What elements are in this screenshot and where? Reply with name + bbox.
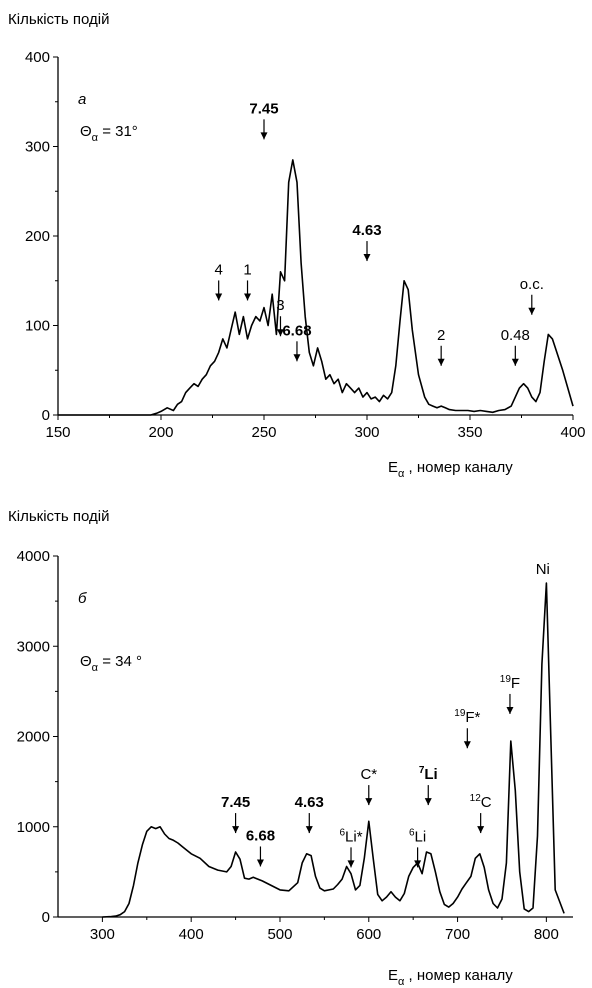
annotation-arrowhead — [511, 358, 519, 366]
x-tick-label: 400 — [560, 424, 585, 441]
x-tick-label: 250 — [251, 424, 276, 441]
panel-b: Кількість подій 0 1000 2000 3000 4000 300 400 50… — [8, 508, 573, 988]
y-tick-label: 100 — [25, 318, 50, 335]
y-tick-label: 0 — [42, 909, 50, 926]
peak-label: 19F* — [454, 708, 480, 726]
peak-label: 4.63 — [295, 794, 324, 811]
annotation-arrowhead — [305, 826, 313, 834]
annotation-arrowhead — [463, 741, 471, 749]
annotation-arrowhead — [276, 329, 284, 337]
annotation-arrowhead — [528, 307, 536, 315]
spectrum-line — [102, 582, 565, 918]
annotation-arrowhead — [424, 798, 432, 806]
panel-label: б — [78, 590, 87, 607]
peak-label: o.c. — [520, 276, 544, 293]
peak-label: 19F — [500, 674, 520, 692]
x-tick-label: 700 — [445, 926, 470, 943]
annotation-arrowhead — [414, 860, 422, 868]
y-tick-label: 300 — [25, 139, 50, 156]
y-axis-label: Кількість подій — [8, 508, 109, 525]
annotation-arrowhead — [215, 293, 223, 301]
x-tick-label: 400 — [179, 926, 204, 943]
x-tick-label: 300 — [90, 926, 115, 943]
peak-label: 6Li* — [339, 827, 362, 845]
peak-label: 7Li — [419, 765, 438, 783]
x-tick-label: 500 — [267, 926, 292, 943]
annotation-arrowhead — [437, 358, 445, 366]
peak-label: 7.45 — [249, 100, 278, 117]
x-tick-label: 200 — [148, 424, 173, 441]
y-axis-label: Кількість подій — [8, 11, 109, 28]
peak-label: 4 — [215, 261, 223, 278]
y-tick-label: 2000 — [17, 729, 50, 746]
annotation-arrowhead — [506, 706, 514, 714]
peak-label: 12C — [470, 793, 492, 811]
annotation-arrowhead — [365, 798, 373, 806]
peak-label: 0.48 — [501, 327, 530, 344]
y-tick-label: 400 — [25, 49, 50, 66]
y-tick-label: 0 — [42, 407, 50, 424]
annotation-arrowhead — [232, 826, 240, 834]
y-tick-label: 1000 — [17, 819, 50, 836]
annotation-arrowhead — [347, 860, 355, 868]
peak-label: 6Li — [409, 827, 426, 845]
peak-label: 6.68 — [282, 322, 311, 339]
peak-label: 1 — [243, 261, 251, 278]
panel-label: а — [78, 91, 86, 108]
angle-label: Θα = 34 ° — [80, 653, 142, 674]
y-tick-label: 4000 — [17, 548, 50, 565]
annotation-arrowhead — [293, 354, 301, 362]
peak-label: 6.68 — [246, 827, 275, 844]
panel-a: Кількість подій 0 100 200 300 400 150 200 250 300… — [8, 11, 586, 480]
x-tick-label: 600 — [356, 926, 381, 943]
peak-label: 7.45 — [221, 794, 250, 811]
annotation-arrowhead — [363, 254, 371, 262]
x-tick-label: 350 — [457, 424, 482, 441]
x-tick-label: 800 — [534, 926, 559, 943]
x-axis-label: Eα , номер каналу — [388, 459, 513, 480]
x-axis-label: Eα , номер каналу — [388, 967, 513, 988]
peak-label: 4.63 — [352, 222, 381, 239]
peak-label: C* — [360, 766, 377, 783]
angle-label: Θα = 31° — [80, 123, 138, 144]
y-tick-label: 3000 — [17, 638, 50, 655]
annotation-arrowhead — [477, 826, 485, 834]
x-tick-label: 150 — [45, 424, 70, 441]
peak-label: 2 — [437, 327, 445, 344]
peak-label: Ni — [536, 561, 550, 578]
x-tick-label: 300 — [354, 424, 379, 441]
spectrum-line — [58, 159, 574, 416]
annotation-arrowhead — [256, 859, 264, 867]
y-tick-label: 200 — [25, 228, 50, 245]
annotation-arrowhead — [244, 293, 252, 301]
peak-label: 3 — [276, 297, 284, 314]
annotation-arrowhead — [260, 132, 268, 140]
